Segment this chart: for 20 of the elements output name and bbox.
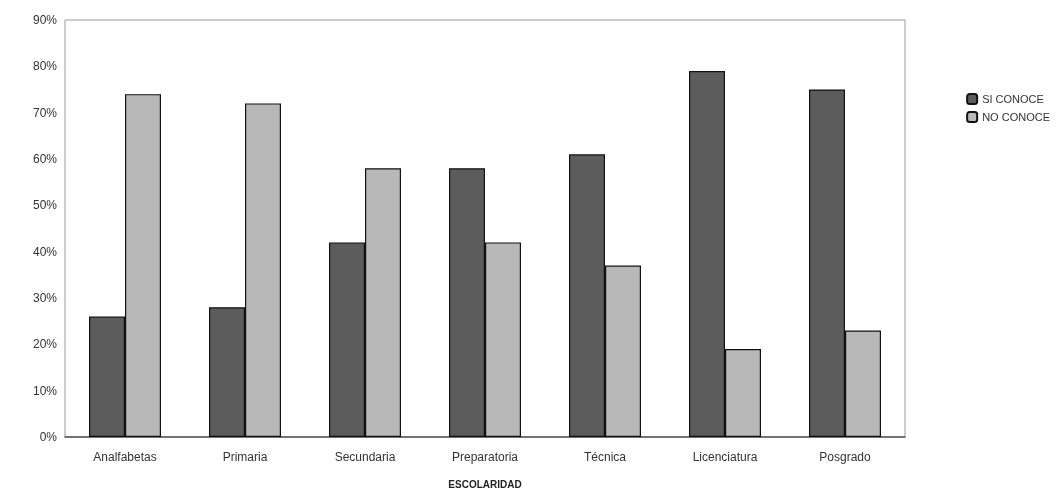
x-tick-label: Técnica: [583, 450, 627, 464]
x-tick-label: Preparatoria: [451, 450, 519, 464]
y-tick-label: 0%: [39, 430, 58, 444]
y-tick-label: 40%: [32, 244, 58, 259]
y-tick-label: 70%: [32, 105, 58, 120]
y-tick-label: 50%: [32, 198, 58, 213]
y-tick-label: 30%: [32, 291, 58, 305]
x-tick-label: Secundaria: [334, 450, 396, 464]
x-tick-label: Analfabetas: [93, 450, 157, 464]
x-axis-title: ESCOLARIDAD: [448, 478, 522, 490]
legend-label: NO CONOCE: [982, 111, 1051, 123]
x-tick-label: Posgrado: [819, 450, 872, 464]
y-tick-label: 80%: [32, 59, 58, 74]
x-tick-label: Licenciatura: [692, 450, 758, 464]
y-tick-label: 90%: [32, 13, 58, 27]
y-tick-label: 10%: [32, 383, 58, 398]
y-tick-label: 60%: [32, 152, 58, 166]
legend-label: SI CONOCE: [982, 93, 1044, 105]
y-tick-label: 20%: [32, 337, 58, 352]
x-tick-label: Primaria: [222, 450, 268, 464]
